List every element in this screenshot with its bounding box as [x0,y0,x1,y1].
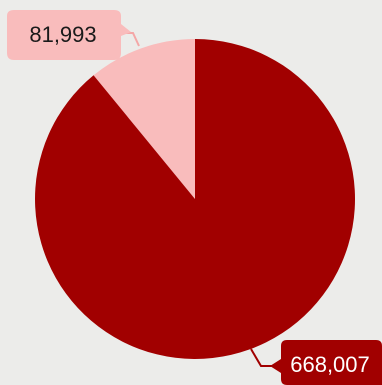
pie-slice [35,39,356,359]
slice-value-label: 668,007 [290,352,370,377]
pie-slices [35,39,356,359]
slice-value-label: 81,993 [29,22,96,47]
callout-box [7,10,131,60]
callout-box [270,340,382,385]
pie-callouts: 81,993 668,007 [7,10,382,385]
pie-slice [93,39,195,199]
